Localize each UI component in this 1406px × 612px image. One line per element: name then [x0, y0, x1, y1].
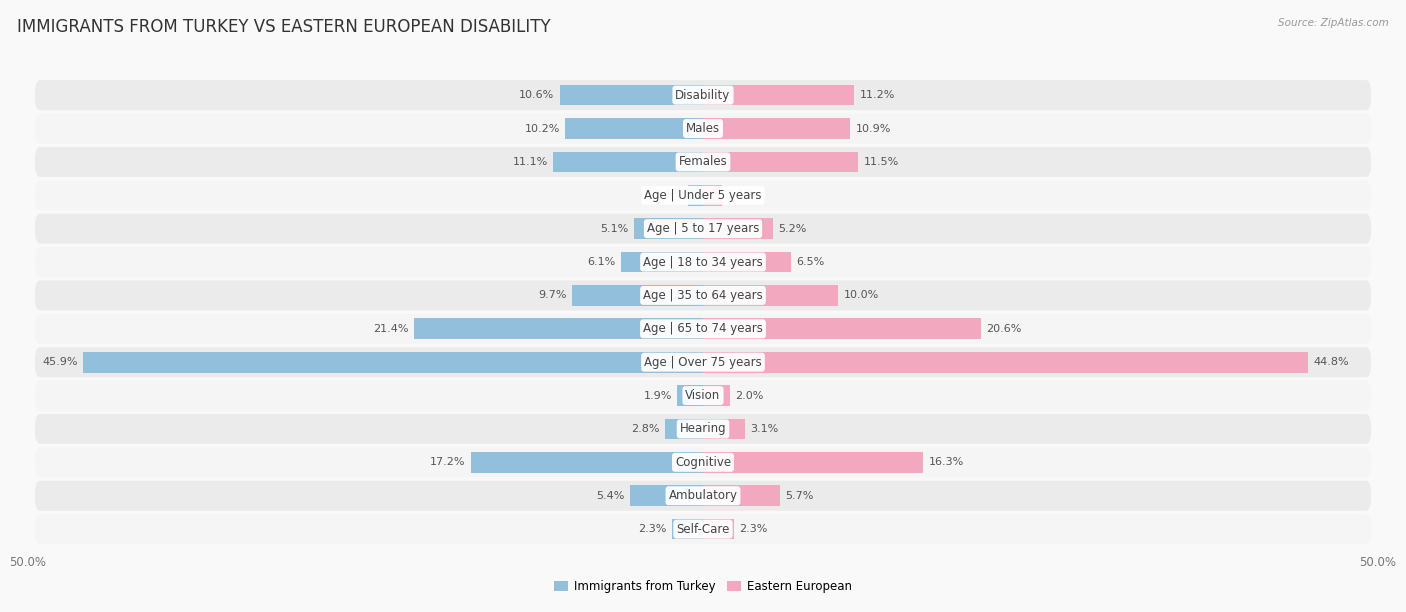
Text: 20.6%: 20.6% — [987, 324, 1022, 334]
Text: Age | 5 to 17 years: Age | 5 to 17 years — [647, 222, 759, 235]
Bar — [703, 452, 922, 472]
FancyBboxPatch shape — [35, 514, 1371, 544]
FancyBboxPatch shape — [35, 314, 1371, 344]
Text: Vision: Vision — [685, 389, 721, 402]
Bar — [83, 352, 703, 373]
Bar — [703, 218, 773, 239]
Text: Hearing: Hearing — [679, 422, 727, 436]
Text: Males: Males — [686, 122, 720, 135]
Bar — [703, 519, 734, 539]
Bar — [553, 152, 703, 172]
Text: 6.5%: 6.5% — [796, 257, 824, 267]
Text: 9.7%: 9.7% — [538, 291, 567, 300]
Bar — [688, 185, 703, 206]
Text: IMMIGRANTS FROM TURKEY VS EASTERN EUROPEAN DISABILITY: IMMIGRANTS FROM TURKEY VS EASTERN EUROPE… — [17, 18, 551, 36]
Text: 6.1%: 6.1% — [588, 257, 616, 267]
Bar — [703, 385, 730, 406]
Text: 5.4%: 5.4% — [596, 491, 624, 501]
Bar — [703, 118, 851, 139]
Text: Self-Care: Self-Care — [676, 523, 730, 536]
Text: 10.9%: 10.9% — [855, 124, 891, 133]
FancyBboxPatch shape — [35, 80, 1371, 110]
FancyBboxPatch shape — [35, 414, 1371, 444]
Bar — [703, 185, 721, 206]
Text: 17.2%: 17.2% — [430, 457, 465, 468]
Text: Females: Females — [679, 155, 727, 168]
Bar — [471, 452, 703, 472]
Text: 2.8%: 2.8% — [631, 424, 659, 434]
Bar — [630, 485, 703, 506]
Text: 5.2%: 5.2% — [779, 223, 807, 234]
FancyBboxPatch shape — [35, 347, 1371, 377]
Text: 1.9%: 1.9% — [644, 390, 672, 401]
Text: Ambulatory: Ambulatory — [668, 489, 738, 502]
Text: Disability: Disability — [675, 89, 731, 102]
Text: 10.0%: 10.0% — [844, 291, 879, 300]
Bar — [703, 352, 1308, 373]
Text: Age | 65 to 74 years: Age | 65 to 74 years — [643, 323, 763, 335]
Bar — [572, 285, 703, 306]
Text: 5.1%: 5.1% — [600, 223, 628, 234]
Bar — [678, 385, 703, 406]
FancyBboxPatch shape — [35, 147, 1371, 177]
FancyBboxPatch shape — [35, 247, 1371, 277]
Text: 11.5%: 11.5% — [863, 157, 898, 167]
Bar — [634, 218, 703, 239]
Text: 1.4%: 1.4% — [727, 190, 755, 200]
Legend: Immigrants from Turkey, Eastern European: Immigrants from Turkey, Eastern European — [548, 575, 858, 597]
Text: 44.8%: 44.8% — [1313, 357, 1348, 367]
FancyBboxPatch shape — [35, 447, 1371, 477]
Text: 45.9%: 45.9% — [42, 357, 79, 367]
Bar — [703, 252, 790, 272]
Bar — [703, 85, 855, 105]
Bar — [672, 519, 703, 539]
Bar — [703, 152, 858, 172]
Text: 5.7%: 5.7% — [786, 491, 814, 501]
Bar — [565, 118, 703, 139]
Bar — [665, 419, 703, 439]
Text: 10.2%: 10.2% — [524, 124, 560, 133]
Text: Age | 18 to 34 years: Age | 18 to 34 years — [643, 256, 763, 269]
Bar — [620, 252, 703, 272]
Text: 21.4%: 21.4% — [373, 324, 409, 334]
Text: 11.2%: 11.2% — [859, 90, 896, 100]
Text: 10.6%: 10.6% — [519, 90, 554, 100]
Text: 1.1%: 1.1% — [655, 190, 683, 200]
FancyBboxPatch shape — [35, 381, 1371, 411]
Bar — [703, 318, 981, 339]
Text: 11.1%: 11.1% — [513, 157, 548, 167]
Bar — [703, 419, 745, 439]
Text: Source: ZipAtlas.com: Source: ZipAtlas.com — [1278, 18, 1389, 28]
Text: 2.0%: 2.0% — [735, 390, 763, 401]
FancyBboxPatch shape — [35, 113, 1371, 144]
FancyBboxPatch shape — [35, 181, 1371, 211]
FancyBboxPatch shape — [35, 214, 1371, 244]
Text: Age | 35 to 64 years: Age | 35 to 64 years — [643, 289, 763, 302]
FancyBboxPatch shape — [35, 280, 1371, 310]
Bar — [703, 485, 780, 506]
Bar — [703, 285, 838, 306]
Text: 3.1%: 3.1% — [751, 424, 779, 434]
Bar — [415, 318, 703, 339]
Text: 2.3%: 2.3% — [638, 524, 666, 534]
Text: 2.3%: 2.3% — [740, 524, 768, 534]
Text: Age | Under 5 years: Age | Under 5 years — [644, 188, 762, 202]
Text: Cognitive: Cognitive — [675, 456, 731, 469]
Bar — [560, 85, 703, 105]
FancyBboxPatch shape — [35, 480, 1371, 511]
Text: 16.3%: 16.3% — [928, 457, 963, 468]
Text: Age | Over 75 years: Age | Over 75 years — [644, 356, 762, 368]
